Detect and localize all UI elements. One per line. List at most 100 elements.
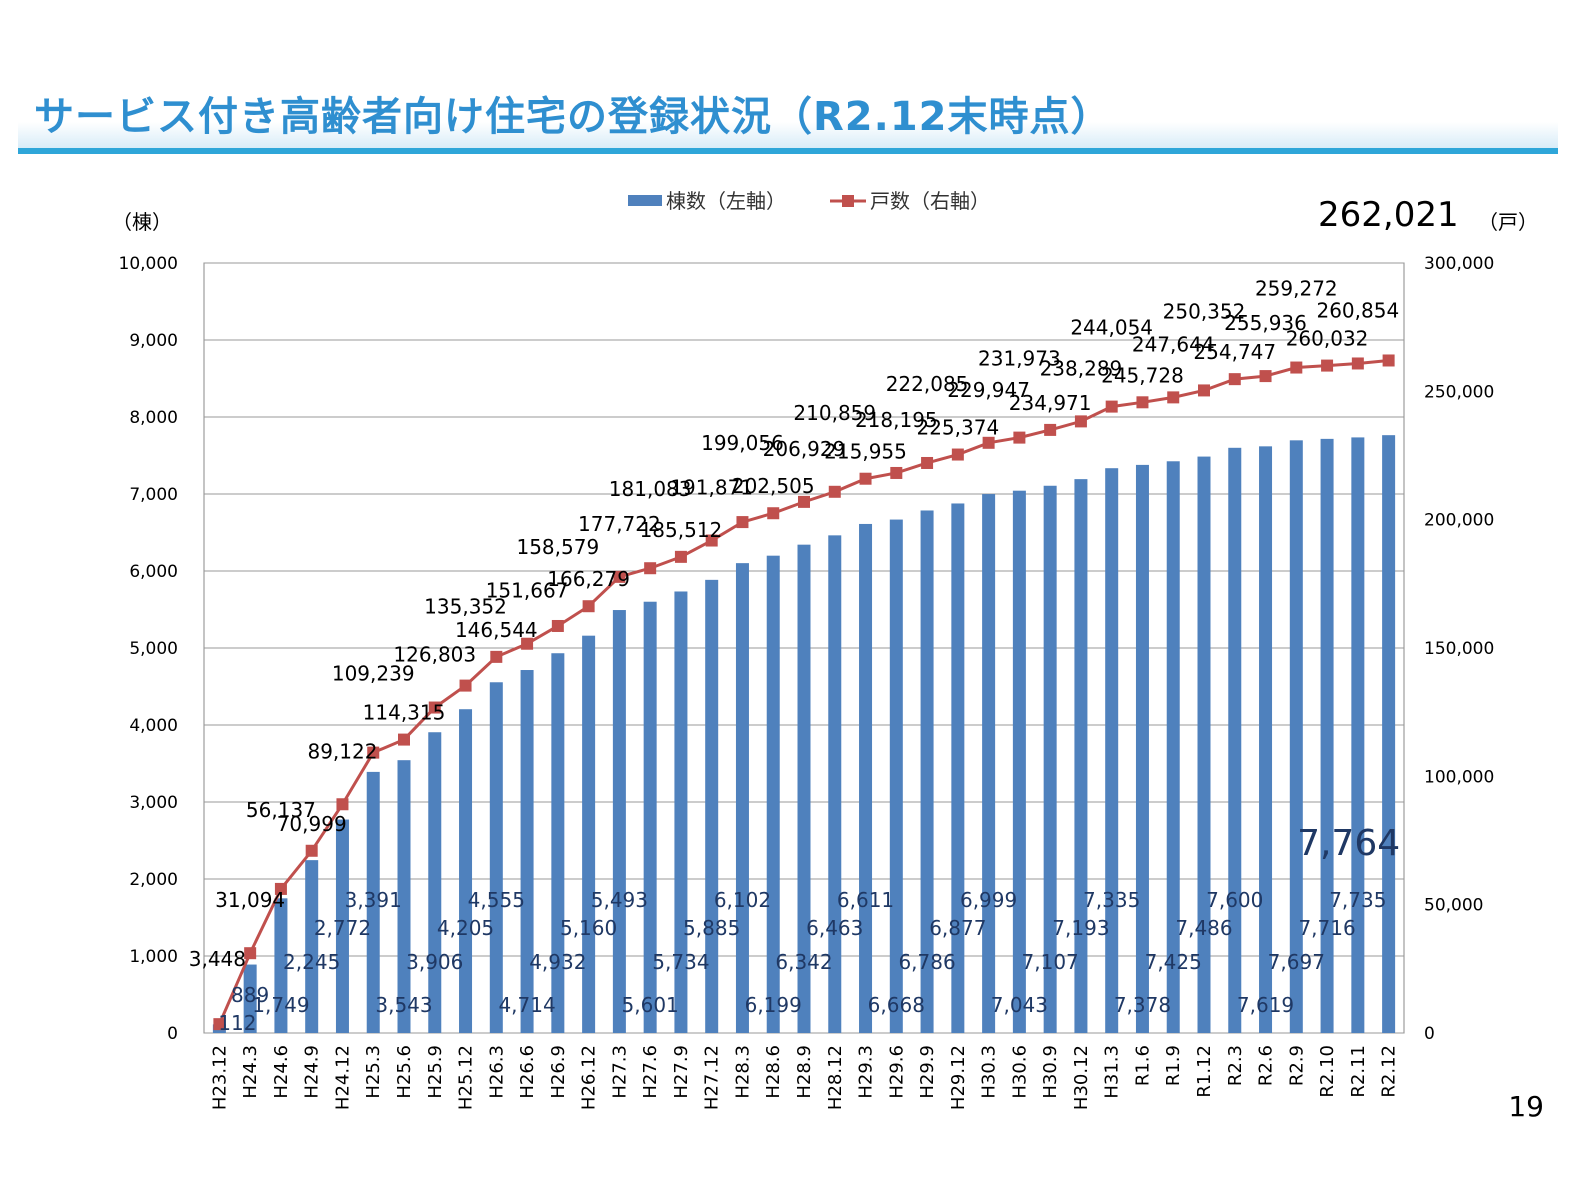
x-axis-tick-label: R2.6 — [1256, 1045, 1277, 1086]
x-axis-tick-label: H26.12 — [579, 1045, 600, 1110]
line-marker — [736, 516, 749, 529]
right-axis-tick-label: 100,000 — [1424, 767, 1494, 787]
page-title: サービス付き高齢者向け住宅の登録状況（R2.12末時点） — [34, 94, 1112, 140]
line-data-label: 3,448 — [189, 947, 246, 971]
line-data-label: 259,272 — [1255, 277, 1338, 301]
line-marker — [859, 472, 872, 485]
right-axis-tick-label: 200,000 — [1424, 511, 1494, 531]
line-data-label: 56,137 — [246, 798, 316, 822]
line-marker — [1013, 431, 1026, 444]
line-marker — [1382, 354, 1395, 367]
bar — [335, 819, 349, 1033]
right-axis-tick-label: 250,000 — [1424, 382, 1494, 402]
bar — [243, 964, 257, 1033]
bar — [397, 760, 411, 1033]
bar — [674, 591, 688, 1033]
bar-data-label: 7,716 — [1298, 916, 1355, 940]
left-axis-tick-label: 5,000 — [129, 639, 178, 659]
bar — [1074, 479, 1088, 1033]
bar-data-label: 5,493 — [591, 888, 648, 912]
bar-data-label: 6,999 — [960, 888, 1017, 912]
bar — [1043, 485, 1057, 1033]
bar-data-label: 5,601 — [622, 993, 679, 1017]
line-marker — [890, 466, 903, 479]
bar — [459, 709, 473, 1033]
left-axis-tick-label: 4,000 — [129, 716, 178, 736]
bar-data-label: 1,749 — [252, 993, 309, 1017]
x-axis-tick-label: R2.10 — [1317, 1045, 1338, 1098]
bar — [1166, 461, 1180, 1033]
bar-data-label: 7,600 — [1206, 888, 1263, 912]
x-axis-tick-label: H25.9 — [425, 1045, 446, 1099]
line-marker — [428, 701, 441, 714]
line-data-label: 151,667 — [486, 579, 569, 603]
title-band — [18, 122, 1558, 148]
bar-data-label: 5,734 — [652, 950, 709, 974]
x-axis-tick-label: H30.3 — [979, 1045, 1000, 1099]
line-marker — [1105, 400, 1118, 413]
bar-data-label: 7,697 — [1268, 950, 1325, 974]
line-marker — [1321, 359, 1334, 372]
line-marker — [490, 650, 503, 663]
line-data-label: 109,239 — [332, 662, 415, 686]
bar — [582, 635, 596, 1033]
bar — [982, 494, 996, 1033]
line-data-label: 181,083 — [609, 477, 692, 501]
bar — [612, 610, 626, 1033]
x-axis-tick-label: H29.12 — [948, 1045, 969, 1110]
bar — [1135, 464, 1149, 1033]
bar-data-label: 7,486 — [1175, 916, 1232, 940]
line-marker — [951, 448, 964, 461]
bar — [951, 503, 965, 1033]
line-marker — [982, 436, 995, 449]
line-marker — [521, 637, 534, 650]
total-units-label: 262,021 — [1318, 195, 1459, 235]
left-axis-tick-label: 2,000 — [129, 870, 178, 890]
left-axis-tick-label: 0 — [167, 1024, 178, 1044]
line-data-label: 250,352 — [1163, 299, 1246, 323]
bar — [551, 653, 565, 1033]
x-axis-tick-label: H30.12 — [1071, 1045, 1092, 1110]
line-data-label: 191,871 — [670, 476, 753, 500]
line-marker — [213, 1018, 226, 1031]
x-axis-tick-label: H27.12 — [702, 1045, 723, 1110]
line-data-label: 185,512 — [640, 518, 723, 542]
x-axis-tick-label: H28.12 — [825, 1045, 846, 1110]
right-axis-tick-label: 150,000 — [1424, 639, 1494, 659]
x-axis-tick-label: R2.12 — [1379, 1045, 1400, 1098]
bar-data-label: 7,193 — [1052, 916, 1109, 940]
bar — [889, 519, 903, 1033]
bar-data-label: 6,199 — [745, 993, 802, 1017]
line-marker — [398, 733, 410, 746]
bar — [735, 563, 749, 1033]
bar — [274, 898, 288, 1033]
line-data-label: 255,936 — [1224, 311, 1307, 335]
line-marker — [767, 507, 780, 520]
line-data-label: 245,728 — [1101, 363, 1184, 387]
legend-label: 戸数（右軸） — [870, 189, 990, 213]
x-axis-tick-label: H27.6 — [640, 1045, 661, 1099]
line-data-label: 247,644 — [1132, 332, 1215, 356]
bar — [1351, 437, 1365, 1033]
x-axis-tick-label: H25.3 — [363, 1045, 384, 1099]
x-axis-tick-label: R1.6 — [1132, 1045, 1153, 1086]
bar — [305, 860, 319, 1033]
line-marker — [1228, 373, 1241, 386]
legend-label: 棟数（左軸） — [666, 189, 786, 213]
bar-data-label: 7,378 — [1114, 993, 1171, 1017]
bar-data-label: 7,043 — [991, 993, 1048, 1017]
bar-data-label: 2,772 — [314, 916, 371, 940]
line-marker — [1351, 357, 1364, 370]
bar — [643, 601, 657, 1033]
line-marker — [1136, 396, 1149, 409]
bar-data-label: 6,668 — [868, 993, 925, 1017]
bar-data-label: 2,245 — [283, 950, 340, 974]
line-marker — [305, 844, 318, 857]
line-data-label: 202,505 — [732, 474, 815, 498]
bar-data-label: 7,335 — [1083, 888, 1140, 912]
left-axis-unit: （棟） — [112, 210, 172, 234]
bar — [1289, 440, 1303, 1033]
line-data-label: 260,854 — [1316, 298, 1399, 322]
bar-data-label: 7,425 — [1145, 950, 1202, 974]
